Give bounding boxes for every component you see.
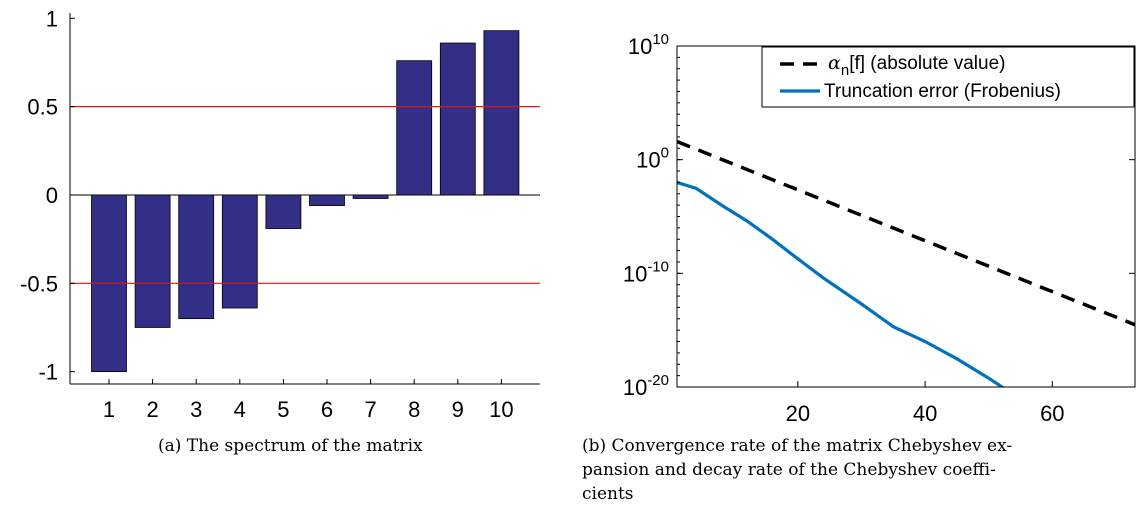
bar: [265, 194, 302, 229]
x-tick-label: 8: [408, 397, 420, 422]
x-tick-label: 20: [786, 401, 810, 426]
x-tick-label: 1: [103, 397, 115, 422]
line-chart-b: 1010 100 10-10 10-20 20 40 60 αn[f] (absolute v…: [623, 31, 1136, 426]
caption-b-line: pansion and decay rate of the Chebyshev …: [582, 460, 996, 480]
y-tick-label: 10-10: [623, 258, 669, 286]
bar: [134, 194, 171, 328]
caption-b-line: cients: [582, 484, 634, 504]
x-tick-label: 2: [146, 397, 158, 422]
y-tick-label: 10-20: [623, 372, 669, 400]
x-tick-label: 3: [190, 397, 202, 422]
x-tick-label: 5: [277, 397, 289, 422]
legend-label-alpha: αn[f] (absolute value): [828, 52, 1006, 79]
legend: αn[f] (absolute value)Truncation error (…: [761, 46, 1135, 108]
x-tick-label: 6: [321, 397, 333, 422]
x-tick-label: 9: [452, 397, 464, 422]
bar: [352, 194, 389, 199]
y-tick-label: -0.5: [20, 271, 58, 296]
bar-chart-a: -1 -0.5 0 0.5 1 1 2 3 4 5 6 7 8 9 10: [20, 6, 540, 422]
x-tick-label: 60: [1040, 401, 1064, 426]
y-tick-label: 1: [46, 6, 58, 31]
y-tick-label: 0.5: [27, 95, 58, 120]
bar: [439, 42, 476, 196]
x-tick-label: 4: [234, 397, 246, 422]
x-tick-label: 7: [364, 397, 376, 422]
bar: [178, 194, 215, 320]
legend-label-truncation: Truncation error (Frobenius): [824, 81, 1061, 102]
caption-a: (a) The spectrum of the matrix: [158, 436, 423, 456]
caption-b-line: (b) Convergence rate of the matrix Cheby…: [582, 436, 1013, 456]
y-tick-label: 100: [636, 145, 669, 173]
bar: [309, 194, 345, 206]
x-tick-label: 40: [913, 401, 937, 426]
series-line-alpha: [677, 139, 1135, 327]
series-line-truncation: [677, 180, 1005, 387]
legend-box: [761, 46, 1135, 108]
bar: [396, 60, 433, 196]
bar: [221, 194, 258, 309]
y-tick-label: 1010: [628, 31, 669, 59]
y-tick-label: 0: [46, 183, 58, 208]
x-tick-label: 10: [489, 397, 513, 422]
y-tick-label: -1: [38, 360, 58, 385]
bar: [483, 30, 520, 196]
